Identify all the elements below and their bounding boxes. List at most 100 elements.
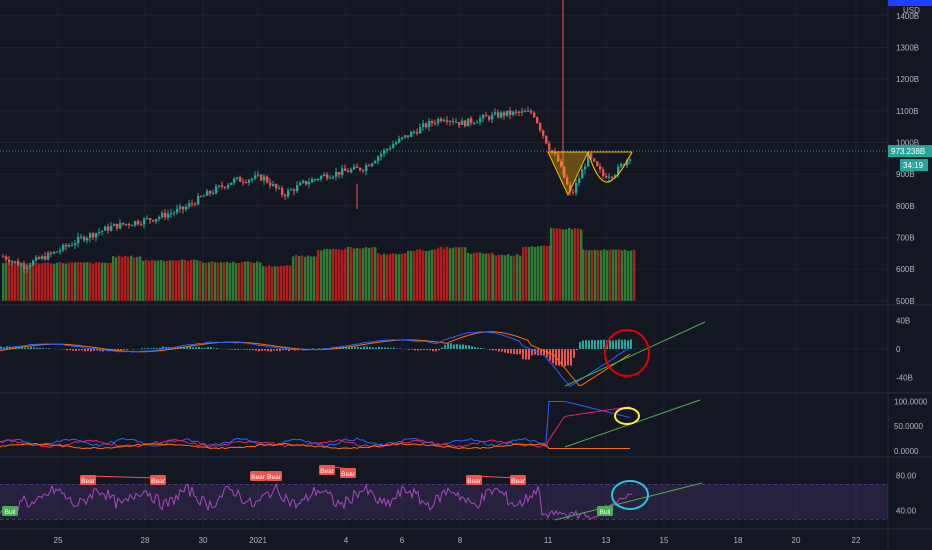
adx-line [0,442,630,450]
macd-histogram-bar [48,348,50,349]
dmi-highlight-circle [614,407,640,425]
candle-body [557,154,560,162]
volume-bar [368,247,371,301]
dmi-tick-label: 50.0000 [894,422,923,431]
volume-bar [154,260,157,301]
macd-histogram-bar [561,349,563,367]
macd-histogram-bar [78,349,80,351]
rsi-line [0,482,633,521]
candle-body [194,203,197,205]
price-tick-label: 900B [896,170,915,179]
macd-highlight-circle [604,329,650,377]
candle-body [416,131,419,134]
volume-bar [127,256,130,301]
volume-bar [205,262,208,301]
candle-body [389,148,392,150]
macd-histogram-bar [36,347,38,349]
candle-body [566,177,569,185]
macd-histogram-bar [195,347,197,349]
date-tick-label: 6 [400,536,405,545]
candle-body [170,213,173,215]
macd-histogram-bar [213,348,215,349]
candle-body [326,174,329,179]
candle-body [260,174,263,181]
candle-body [236,177,239,179]
macd-histogram-bar [279,349,281,352]
date-tick-label: 30 [199,536,208,545]
candle-body [20,264,23,266]
divergence-label: Bear [267,474,282,481]
macd-histogram-bar [378,346,380,349]
volume-bar [110,262,113,301]
volume-bar [65,263,68,301]
countdown-badge [900,159,928,172]
macd-histogram-bar [381,347,383,349]
volume-bar [380,254,383,301]
volume-bar [259,262,262,301]
volume-bar [522,247,525,301]
candle-body [476,122,479,124]
volume-bar [428,250,431,301]
bear-divergence-badge [80,475,96,485]
candle-body [302,180,305,183]
candle-body [224,186,227,188]
date-tick-label: 13 [602,536,611,545]
macd-histogram-bar [531,349,533,356]
volume-bar [68,262,71,301]
volume-bar [407,250,410,301]
volume-bar [543,245,546,301]
macd-histogram-bar [255,349,257,351]
candle-body [14,261,17,263]
candle-body [26,266,29,269]
volume-bar [443,248,446,301]
candle-body [329,177,332,179]
candle-body [437,118,440,124]
macd-histogram-bar [459,344,461,349]
volume-bar [35,262,38,301]
macd-histogram-bar [69,349,71,351]
volume-bar [283,265,286,301]
candle-body [17,261,20,266]
price-tick-label: 1100B [896,107,919,116]
macd-tick-label: -40B [896,374,913,383]
candle-body [164,212,167,218]
volume-bar [77,262,80,301]
candle-body [521,111,524,113]
candle-body [467,118,470,127]
candle-body [548,143,551,151]
candle-body [80,236,83,238]
macd-histogram-bar [390,348,392,349]
volume-bar [223,262,226,301]
candle-body [74,243,77,246]
candle-body [368,165,371,167]
volume-bar [519,255,522,301]
volume-bar [353,248,356,301]
volume-bar [112,256,115,301]
volume-bar [386,254,389,301]
macd-histogram-bar [243,349,245,350]
volume-bar [160,260,163,301]
user-annotations[interactable] [547,151,706,521]
macd-histogram-bar [186,346,188,349]
volume-bar [301,255,304,301]
candle-body [68,245,71,247]
volume-bar [597,250,600,301]
date-tick-label: 20 [792,536,801,545]
volume-bar [286,265,289,301]
candle-body [116,223,119,229]
candle-body [578,178,581,183]
volume-bar [157,260,160,301]
macd-histogram-bar [426,349,428,351]
macd-histogram-bar [480,347,482,349]
candle-body [356,166,359,168]
candle-body [167,213,170,218]
macd-histogram-bar [519,349,521,355]
volume-bar [11,261,14,301]
volume-bar [8,263,11,301]
volume-bar [307,255,310,301]
candle-body [485,115,488,117]
candle-body [110,226,113,231]
volume-bar [50,263,53,301]
